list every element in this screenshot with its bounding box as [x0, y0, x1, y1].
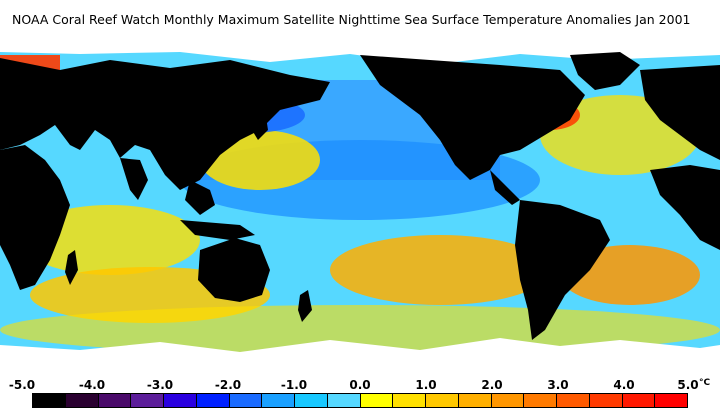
colorbar-swatch	[491, 394, 525, 407]
colorbar-tick-label: -5.0	[8, 378, 36, 392]
colorbar-swatch	[164, 394, 197, 407]
colorbar-tick-labels: -5.0 -4.0 -3.0 -2.0 -1.0 0.0 1.0 2.0 3.0…	[0, 378, 720, 394]
land-indian-subcontinent	[120, 158, 148, 200]
land-indonesia	[180, 220, 255, 240]
land-eurasia	[0, 58, 330, 190]
colorbar-tick-label: -2.0	[214, 378, 242, 392]
colorbar-swatch	[33, 394, 66, 407]
land-greenland	[570, 52, 640, 90]
anomaly-patch-warm-south-pacific	[330, 235, 550, 305]
colorbar-swatch	[98, 394, 132, 407]
colorbar-swatch	[262, 394, 295, 407]
colorbar-tick-label: 0.0	[349, 378, 371, 392]
colorbar-swatch	[426, 394, 459, 407]
colorbar-swatch	[327, 394, 361, 407]
colorbar-swatch	[393, 394, 426, 407]
land-north-america	[360, 55, 585, 180]
colorbar-swatch	[65, 394, 99, 407]
colorbar-tick-label: 2.0	[481, 378, 503, 392]
land-new-zealand	[298, 290, 312, 322]
sst-anomaly-map	[0, 40, 720, 370]
arctic-ice	[0, 40, 720, 65]
colorbar-swatch	[131, 394, 164, 407]
colorbar-swatch	[458, 394, 492, 407]
land-japan	[252, 110, 268, 140]
land-central-america	[490, 170, 520, 205]
colorbar	[32, 393, 688, 408]
land-africa	[0, 145, 70, 290]
land-europe-east	[640, 65, 720, 160]
map-title: NOAA Coral Reef Watch Monthly Maximum Sa…	[12, 12, 691, 27]
colorbar-tick-label: 3.0	[547, 378, 569, 392]
colorbar-tick-label: -1.0	[280, 378, 308, 392]
colorbar-swatch	[295, 394, 328, 407]
colorbar-swatch	[622, 394, 656, 407]
land-australia	[198, 238, 270, 302]
colorbar-tick-label: -4.0	[78, 378, 106, 392]
land-madagascar	[65, 250, 78, 285]
colorbar-swatch	[360, 394, 394, 407]
colorbar-tick-label: 4.0	[613, 378, 635, 392]
colorbar-swatch	[229, 394, 263, 407]
land-southeast-asia	[185, 180, 215, 215]
colorbar-swatch	[557, 394, 590, 407]
colorbar-tick-label: -3.0	[146, 378, 174, 392]
antarctic-ice	[0, 338, 720, 370]
colorbar-swatch	[655, 394, 687, 407]
land-africa-west	[650, 165, 720, 250]
colorbar-tick-label: 5.0	[677, 378, 699, 392]
colorbar-unit: °C	[699, 378, 711, 388]
colorbar-swatch	[524, 394, 557, 407]
colorbar-swatch	[196, 394, 230, 407]
anomaly-patch-warm-indian	[20, 205, 200, 275]
colorbar-tick-label: 1.0	[415, 378, 437, 392]
land-south-america	[515, 200, 610, 340]
colorbar-swatch	[589, 394, 623, 407]
